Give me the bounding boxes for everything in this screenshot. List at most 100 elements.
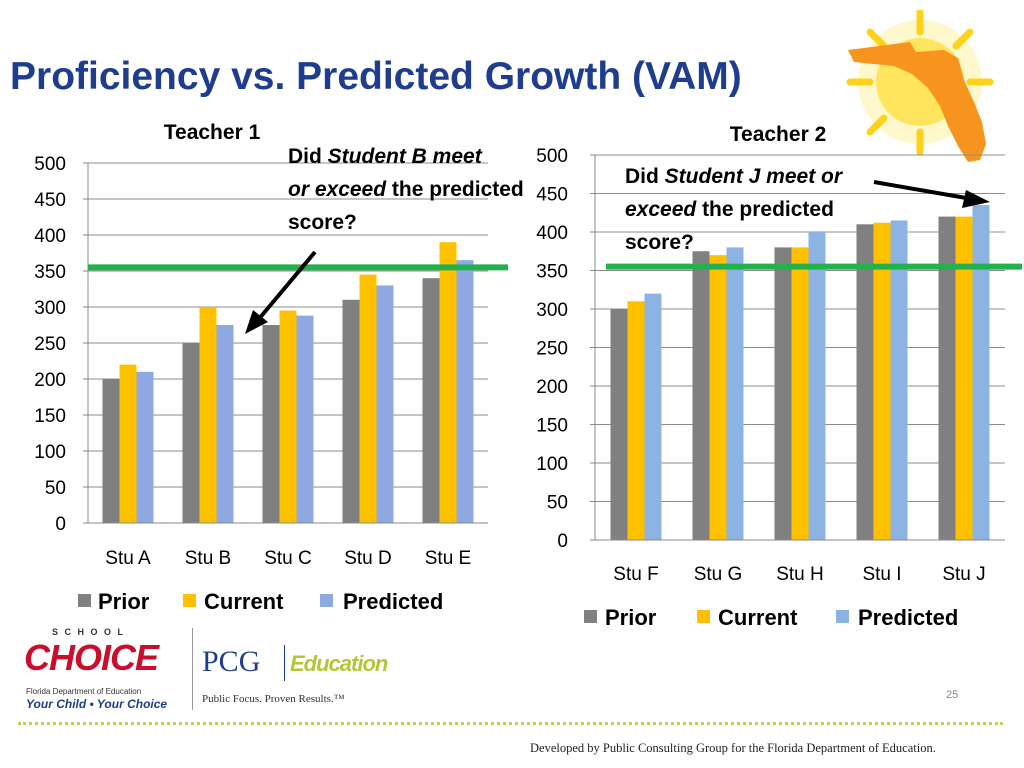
legend: Prior Current Predicted bbox=[78, 589, 443, 614]
arrow-to-student-b bbox=[245, 250, 317, 334]
x-tick-label: Stu B bbox=[185, 548, 231, 569]
pcg-education-logo: PCG Education Public Focus. Proven Resul… bbox=[192, 625, 412, 715]
legend-swatch-prior bbox=[78, 594, 91, 607]
bar-current-stu-f bbox=[627, 301, 645, 540]
bar-prior-stu-g bbox=[692, 251, 710, 540]
y-tick-label: 0 bbox=[557, 531, 568, 552]
logo-school-word: S C H O O L bbox=[52, 627, 126, 637]
x-tick-label: Stu F bbox=[613, 564, 658, 585]
bar-prior-stu-c bbox=[262, 325, 280, 523]
bar-predicted-stu-a bbox=[136, 371, 154, 523]
bar-prior-stu-h bbox=[774, 247, 792, 540]
bar-predicted-stu-e bbox=[456, 260, 474, 523]
bar-prior-stu-i bbox=[856, 224, 874, 541]
teacher-1-chart: Teacher 1 0 50 100 150 200 250 300 350 400 450 500… bbox=[34, 121, 508, 614]
bar-prior-stu-j bbox=[938, 216, 956, 540]
bar-current-stu-b bbox=[199, 307, 217, 523]
logo-education-word: Education bbox=[290, 651, 388, 676]
logo-fdoe: Florida Department of Education bbox=[26, 687, 142, 696]
y-tick-label: 150 bbox=[536, 416, 568, 437]
bar-prior-stu-f bbox=[610, 309, 628, 540]
y-tick-label: 50 bbox=[547, 493, 568, 514]
y-tick-label: 0 bbox=[55, 514, 66, 535]
y-tick-label: 350 bbox=[536, 262, 568, 283]
logo-tagline: Your Child • Your Choice bbox=[26, 697, 168, 711]
bar-predicted-stu-d bbox=[376, 285, 394, 523]
bar-predicted-stu-j bbox=[972, 205, 990, 541]
y-tick-label: 50 bbox=[45, 478, 66, 499]
y-tick-label: 300 bbox=[34, 298, 66, 319]
bar-current-stu-c bbox=[279, 310, 297, 523]
florida-shape bbox=[848, 42, 986, 162]
bar-predicted-stu-b bbox=[216, 325, 234, 523]
x-tick-label: Stu D bbox=[344, 548, 392, 569]
legend-label-current: Current bbox=[204, 589, 284, 614]
bar-current-stu-h bbox=[791, 247, 809, 540]
bar-prior-stu-b bbox=[182, 343, 200, 523]
legend-swatch-predicted bbox=[320, 594, 333, 607]
y-tick-label: 100 bbox=[34, 442, 66, 463]
legend-label-prior: Prior bbox=[605, 605, 657, 630]
charts-canvas: Teacher 1 050100150200250300350400450500… bbox=[34, 121, 1022, 630]
bar-current-stu-i bbox=[873, 222, 891, 540]
y-tick-label: 500 bbox=[536, 146, 568, 167]
y-tick-label: 100 bbox=[536, 454, 568, 475]
footer-text: Developed by Public Consulting Group for… bbox=[530, 741, 936, 755]
legend-swatch-predicted bbox=[836, 610, 849, 623]
legend-swatch-current bbox=[183, 594, 196, 607]
legend-swatch-current bbox=[697, 610, 710, 623]
school-choice-logo: S C H O O L CHOICE Florida Department of… bbox=[22, 625, 182, 715]
x-tick-label: Stu J bbox=[942, 564, 985, 585]
bar-predicted-stu-c bbox=[296, 315, 314, 523]
x-tick-label: Stu I bbox=[862, 564, 901, 585]
annotation-student-b: Did Student B meet or exceed the predicte… bbox=[288, 145, 524, 234]
slide-number: 25 bbox=[946, 689, 959, 701]
y-tick-label: 500 bbox=[34, 154, 66, 175]
y-tick-label: 200 bbox=[34, 370, 66, 391]
bar-predicted-stu-h bbox=[808, 232, 826, 540]
bar-current-stu-j bbox=[955, 216, 973, 540]
chart-title: Teacher 1 bbox=[164, 121, 261, 144]
x-tick-label: Stu E bbox=[425, 548, 471, 569]
y-tick-label: 250 bbox=[34, 334, 66, 355]
chart-title: Teacher 2 bbox=[730, 123, 827, 146]
bar-current-stu-d bbox=[359, 274, 377, 523]
bar-prior-stu-a bbox=[102, 379, 120, 523]
logo-pcg-divider bbox=[284, 645, 285, 681]
y-tick-label: 250 bbox=[536, 339, 568, 360]
annotation-student-j: Did Student J meet or exceed the predicte… bbox=[625, 165, 843, 254]
y-tick-label: 200 bbox=[536, 377, 568, 398]
legend-label-current: Current bbox=[718, 605, 798, 630]
x-tick-label: Stu H bbox=[776, 564, 824, 585]
bar-current-stu-a bbox=[119, 364, 137, 523]
y-tick-label: 350 bbox=[34, 262, 66, 283]
slide-title: Proficiency vs. Predicted Growth (VAM) bbox=[10, 55, 742, 98]
x-tick-label: Stu A bbox=[105, 548, 151, 569]
logo-choice-word: CHOICE bbox=[24, 637, 159, 678]
y-tick-label: 400 bbox=[34, 226, 66, 247]
bar-current-stu-g bbox=[709, 255, 727, 540]
legend: Prior Current Predicted bbox=[584, 605, 958, 630]
x-tick-label: Stu C bbox=[264, 548, 312, 569]
arrow-to-student-j bbox=[873, 180, 990, 208]
florida-sun-logo bbox=[846, 10, 994, 162]
legend-label-prior: Prior bbox=[98, 589, 150, 614]
x-tick-label: Stu G bbox=[694, 564, 743, 585]
bar-prior-stu-d bbox=[342, 299, 360, 523]
bar-predicted-stu-i bbox=[890, 220, 908, 540]
logo-pcg-word: PCG bbox=[202, 645, 261, 678]
footer-divider bbox=[18, 722, 1003, 725]
legend-swatch-prior bbox=[584, 610, 597, 623]
y-tick-label: 300 bbox=[536, 300, 568, 321]
y-tick-label: 400 bbox=[536, 223, 568, 244]
legend-label-predicted: Predicted bbox=[858, 605, 958, 630]
bar-prior-stu-e bbox=[422, 278, 440, 523]
bar-current-stu-e bbox=[439, 242, 457, 523]
bar-predicted-stu-g bbox=[726, 247, 744, 540]
logo-pcg-tagline: Public Focus. Proven Results.™ bbox=[202, 693, 345, 705]
bar-predicted-stu-f bbox=[644, 293, 662, 540]
y-tick-label: 450 bbox=[34, 190, 66, 211]
legend-label-predicted: Predicted bbox=[343, 589, 443, 614]
logo-divider bbox=[192, 628, 193, 710]
y-tick-label: 150 bbox=[34, 406, 66, 427]
